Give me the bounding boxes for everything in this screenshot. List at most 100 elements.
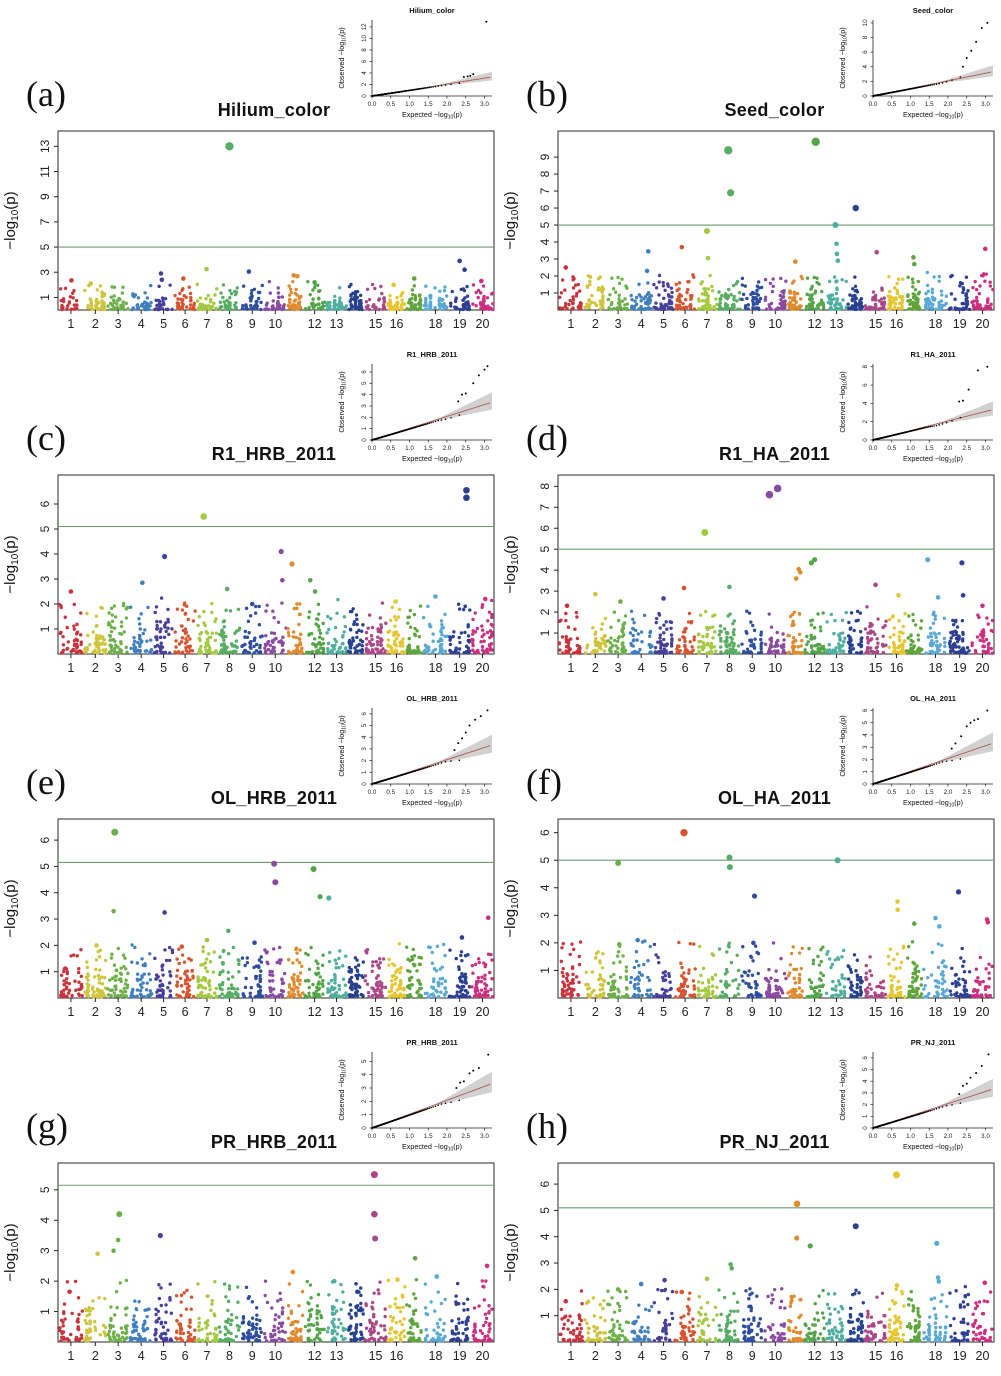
svg-text:10: 10: [361, 34, 368, 42]
y-tick-label: 13: [38, 139, 52, 153]
peak-point: [811, 557, 818, 563]
svg-text:2: 2: [862, 419, 869, 423]
x-tick-label: 9: [249, 317, 256, 331]
x-tick-label: 3: [615, 661, 622, 675]
svg-text:1.5: 1.5: [925, 101, 934, 108]
x-tick-label: 19: [953, 1005, 967, 1019]
x-tick-label: 20: [476, 317, 490, 331]
panel-a: (a) Hilium_color Hilium_color 0.0 0.5 1.0 1.5 2…: [0, 0, 500, 344]
panel-letter: (b): [526, 74, 568, 114]
qq-y-label: Observed −log10(p): [838, 715, 849, 776]
x-tick-label: 9: [249, 1349, 256, 1363]
y-tick-label: 3: [38, 269, 52, 276]
svg-text:2.0: 2.0: [443, 101, 452, 108]
svg-text:2.5: 2.5: [461, 445, 470, 452]
peak-point: [729, 1266, 735, 1271]
peak-point: [393, 599, 398, 604]
peak-point: [834, 241, 839, 247]
y-tick-label: 2: [38, 600, 52, 607]
y-tick-label: 4: [38, 889, 52, 896]
svg-text:6: 6: [862, 50, 869, 54]
svg-text:10: 10: [862, 19, 869, 27]
peak-point: [434, 1274, 440, 1279]
panel-letter: (e): [26, 762, 66, 802]
panel-letter: (a): [26, 74, 66, 114]
x-tick-label: 16: [390, 317, 404, 331]
x-tick-label: 13: [330, 1005, 344, 1019]
x-tick-label: 9: [749, 317, 756, 331]
peak-point: [705, 255, 711, 261]
peak-point: [937, 924, 942, 929]
peak-point: [893, 1171, 901, 1179]
svg-text:0.0: 0.0: [368, 445, 377, 452]
y-tick-label: 3: [538, 912, 552, 919]
svg-text:8: 8: [862, 365, 869, 369]
svg-text:8: 8: [862, 35, 869, 39]
y-tick-label: 4: [538, 567, 552, 574]
peak-point: [371, 1210, 378, 1218]
panel-letter: (c): [26, 418, 66, 458]
x-tick-label: 15: [869, 317, 883, 331]
peak-point: [679, 1289, 685, 1295]
peak-point: [162, 910, 167, 915]
x-tick-label: 1: [67, 317, 74, 331]
y-tick-label: 1: [38, 968, 52, 975]
x-tick-label: 20: [476, 1349, 490, 1363]
scatter-points: [557, 484, 995, 655]
peak-point: [291, 273, 296, 278]
peak-point: [832, 222, 839, 229]
x-tick-label: 12: [308, 317, 322, 331]
y-tick-label: 1: [38, 625, 52, 632]
y-tick-label: 3: [538, 587, 552, 594]
peak-point: [433, 594, 438, 599]
qq-confidence-band: [435, 1071, 492, 1106]
svg-text:2.5: 2.5: [962, 101, 971, 108]
qq-x-label: Expected −log10(p): [402, 798, 462, 809]
svg-text:4: 4: [862, 401, 869, 405]
peak-point: [459, 935, 465, 940]
svg-text:1.5: 1.5: [424, 445, 433, 452]
x-tick-label: 5: [660, 661, 667, 675]
peak-point: [564, 603, 570, 609]
x-tick-label: 20: [976, 661, 990, 675]
qq-points: [872, 1053, 990, 1129]
peak-point: [69, 278, 74, 283]
x-tick-label: 18: [429, 1005, 443, 1019]
x-tick-label: 2: [592, 1349, 599, 1363]
x-tick-label: 7: [204, 1005, 211, 1019]
panel-c: (c) R1_HRB_2011 R1_HRB_2011 0.0 0.5 1.0 1.5 2.0…: [0, 344, 500, 688]
x-tick-label: 6: [182, 1349, 189, 1363]
panel-title: Seed_color: [724, 100, 825, 120]
y-tick-label: 9: [38, 193, 52, 200]
x-tick-label: 10: [268, 1005, 282, 1019]
x-tick-label: 2: [92, 661, 99, 675]
peak-point: [911, 261, 917, 267]
x-tick-label: 5: [660, 1349, 667, 1363]
peak-point: [618, 599, 623, 604]
x-tick-label: 16: [390, 1005, 404, 1019]
peak-point: [326, 895, 332, 901]
y-tick-label: 7: [538, 504, 552, 511]
svg-text:0: 0: [862, 94, 869, 98]
peak-point: [704, 1276, 710, 1282]
x-tick-label: 7: [204, 317, 211, 331]
peak-point: [934, 1240, 940, 1246]
peak-point: [181, 276, 186, 281]
peak-point: [312, 280, 317, 285]
qq-x-label: Expected −log10(p): [402, 1142, 462, 1153]
x-tick-label: 16: [390, 1349, 404, 1363]
peak-point: [726, 854, 733, 861]
x-tick-label: 3: [615, 1005, 622, 1019]
x-tick-label: 12: [808, 317, 822, 331]
x-tick-label: 1: [567, 661, 574, 675]
panel-letter: (d): [526, 418, 568, 458]
y-tick-label: 6: [538, 525, 552, 532]
x-tick-label: 12: [808, 1005, 822, 1019]
svg-text:2: 2: [361, 415, 368, 419]
x-tick-label: 19: [453, 661, 467, 675]
y-tick-label: 7: [38, 218, 52, 225]
x-tick-label: 12: [808, 661, 822, 675]
peak-point: [111, 1248, 116, 1253]
